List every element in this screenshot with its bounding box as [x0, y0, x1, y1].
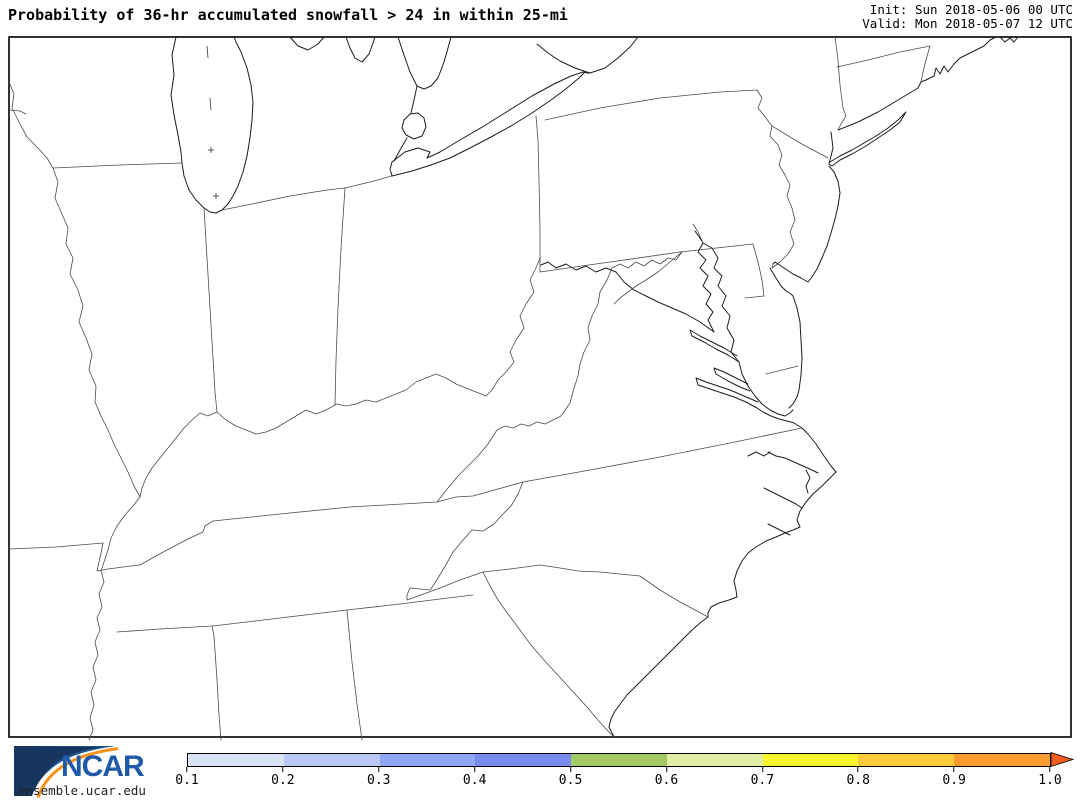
- valid-time: Valid: Mon 2018-05-07 12 UTC: [862, 16, 1073, 31]
- colorbar-tick: 0.2: [271, 767, 295, 788]
- tick-label: 0.6: [654, 773, 679, 788]
- colorbar-segment: [954, 754, 1051, 766]
- logo-swoosh-white-arc: [32, 745, 119, 797]
- tick-mark: [1049, 767, 1051, 772]
- colorbar-segment: [571, 754, 667, 766]
- colorbar-segment: [379, 754, 476, 766]
- graticule-ticks: [206, 45, 219, 199]
- state-borders: [8, 36, 931, 741]
- ncar-logo: [14, 745, 119, 798]
- tick-mark: [186, 767, 188, 772]
- colorbar-segment: [666, 754, 763, 766]
- tick-mark: [378, 767, 380, 772]
- colorbar-tick: 0.4: [463, 767, 486, 788]
- tick-label: 0.5: [558, 773, 583, 788]
- colorbar-segment: [858, 754, 955, 766]
- init-time: Init: Sun 2018-05-06 00 UTC: [869, 2, 1073, 17]
- tick-label: 0.3: [367, 773, 391, 788]
- colorbar-arrow-shape: [1050, 751, 1075, 768]
- lakes-and-coastline: [170, 36, 1019, 738]
- colorbar-segment: [475, 754, 572, 766]
- colorbar-segment: [283, 754, 380, 766]
- site-url: ensemble.ucar.edu: [18, 783, 146, 798]
- logo-swoosh-orange-arc: [36, 747, 119, 798]
- tick-mark: [474, 767, 476, 772]
- page-title: Probability of 36-hr accumulated snowfal…: [8, 6, 568, 24]
- tick-mark: [953, 767, 955, 772]
- colorbar-tick: 0.7: [751, 767, 774, 788]
- tick-label: 0.4: [462, 773, 487, 788]
- colorbar-tick: 1.0: [1038, 767, 1062, 788]
- logo-swoosh-navy: [14, 746, 116, 796]
- colorbar-tick: 0.1: [175, 767, 199, 788]
- tick-label: 0.8: [846, 773, 870, 788]
- colorbar-tick: 0.3: [367, 767, 391, 788]
- colorbar-tick: 0.8: [846, 767, 870, 788]
- run-timestamps: Init: Sun 2018-05-06 00 UTC Valid: Mon 20…: [862, 3, 1073, 31]
- tick-label: 0.9: [942, 773, 966, 788]
- tick-mark: [570, 767, 572, 772]
- colorbar-tick: 0.5: [559, 767, 582, 788]
- ncar-wordmark: NCAR: [61, 750, 145, 783]
- tick-mark: [665, 767, 667, 772]
- tick-mark: [282, 767, 284, 772]
- colorbar-tick: 0.6: [655, 767, 678, 788]
- colorbar-segment: [762, 754, 859, 766]
- tick-label: 0.1: [175, 773, 199, 788]
- tick-mark: [857, 767, 859, 772]
- tick-label: 0.2: [271, 773, 295, 788]
- tick-mark: [761, 767, 763, 772]
- tick-label: 1.0: [1038, 773, 1062, 788]
- probability-colorbar: [187, 753, 1051, 767]
- colorbar-segment: [188, 754, 284, 766]
- colorbar-tick: 0.9: [942, 767, 966, 788]
- map-frame: [8, 36, 1072, 738]
- tick-label: 0.7: [750, 773, 775, 788]
